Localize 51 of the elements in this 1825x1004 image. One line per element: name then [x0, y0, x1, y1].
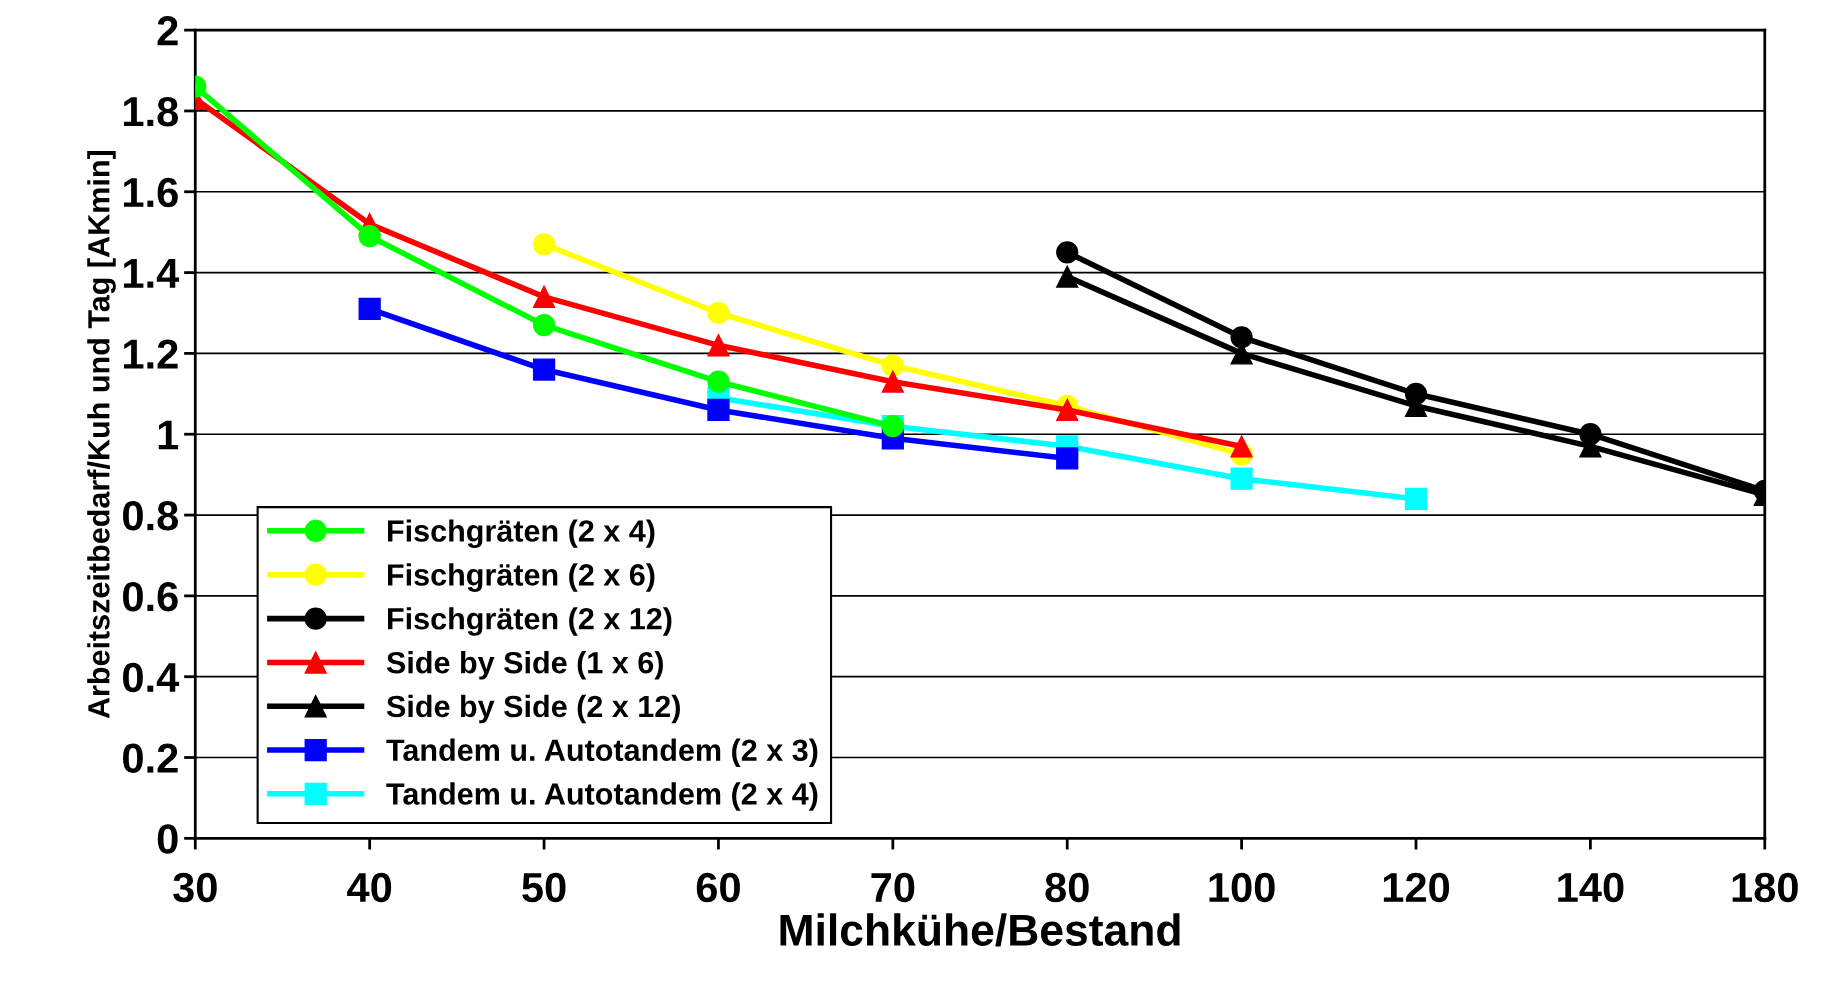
x-tick-label: 40 [347, 872, 392, 903]
x-tick-label: 30 [173, 872, 217, 903]
legend-label: Fischgräten (2 x 12) [388, 607, 672, 636]
y-tick-label: 0.4 [123, 662, 180, 693]
point [1230, 326, 1253, 349]
point [1230, 467, 1253, 490]
point [707, 301, 730, 325]
x-tick-label: 80 [1045, 872, 1089, 903]
point [358, 225, 381, 248]
x-tick-label: 140 [1558, 872, 1624, 903]
x-tick-label: 180 [1732, 872, 1798, 903]
point [1056, 265, 1079, 288]
point [358, 297, 381, 321]
y-tick-label: 1.2 [124, 339, 178, 369]
y-tick-label: 0 [157, 824, 178, 854]
legend-label: Fischgräten (2 x 4) [388, 519, 655, 548]
y-tick-label: 1.8 [124, 96, 179, 127]
point [1230, 435, 1253, 458]
point [532, 358, 556, 381]
point [1579, 423, 1602, 446]
point [707, 334, 730, 357]
y-tick-label: 0.2 [123, 743, 178, 774]
point [532, 314, 556, 337]
point [881, 354, 904, 377]
x-tick-label: 70 [871, 872, 915, 903]
y-tick-label: 1.6 [124, 177, 178, 208]
x-tick-label: 50 [522, 872, 566, 903]
point [1056, 241, 1079, 264]
x-tick-label: 100 [1209, 872, 1275, 903]
point [707, 370, 730, 393]
x-tick-label: 60 [696, 872, 740, 903]
y-tick-label: 0.8 [123, 501, 179, 531]
legend-label: Side by Side (2 x 12) [386, 694, 680, 724]
legend-label: Side by Side (1 x 6) [386, 651, 663, 680]
point [1404, 487, 1428, 510]
x-tick-label: 120 [1383, 872, 1450, 903]
point [881, 370, 904, 393]
point [1056, 447, 1079, 470]
point [532, 285, 556, 308]
y-tick-label: 2 [157, 16, 178, 46]
y-tick-label: 1 [158, 420, 179, 450]
y-tick-label: 1.4 [124, 259, 180, 288]
y-axis-title: Arbeitszeitbedarf/Kuh und Tag [AKmin] [87, 151, 116, 719]
legend-label: Tandem u. Autotandem (2 x 3) [386, 738, 818, 768]
legend-label: Fischgräten (2 x 6) [388, 563, 655, 592]
point [532, 233, 556, 256]
point [707, 398, 730, 422]
legend-label: Tandem u. Autotandem (2 x 4) [386, 782, 818, 811]
x-axis-title: Milchkühe/Bestand [780, 913, 1180, 947]
y-tick-label: 0.6 [123, 581, 178, 612]
point [1404, 382, 1428, 405]
